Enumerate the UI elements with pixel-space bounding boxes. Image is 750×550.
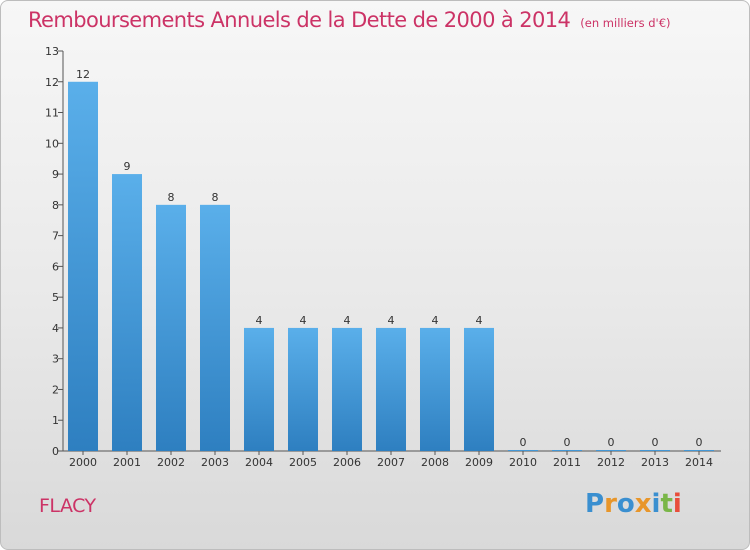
chart-title-text: Remboursements Annuels de la Dette de 20… — [28, 8, 571, 32]
data-label-2014: 0 — [696, 436, 703, 449]
y-tick-label: 1 — [52, 414, 59, 427]
data-label-2008: 4 — [432, 314, 439, 327]
y-tick-label: 6 — [52, 260, 59, 273]
data-label-2011: 0 — [564, 436, 571, 449]
y-tick-label: 3 — [52, 353, 59, 366]
data-label-2002: 8 — [168, 191, 175, 204]
bar-2005 — [288, 327, 318, 451]
bar-2006 — [332, 327, 362, 451]
x-tick-label-2012: 2012 — [597, 456, 625, 469]
data-label-2006: 4 — [344, 314, 351, 327]
bar-2001 — [112, 174, 142, 452]
y-tick-label: 5 — [52, 291, 59, 304]
logo-letter: t — [660, 489, 673, 519]
y-tick-label: 8 — [52, 199, 59, 212]
x-tick-label-2005: 2005 — [289, 456, 317, 469]
y-tick-label: 4 — [52, 322, 59, 335]
bar-2013 — [640, 450, 670, 451]
x-tick-label-2007: 2007 — [377, 456, 405, 469]
data-label-2000: 12 — [76, 68, 90, 81]
y-tick-label: 7 — [52, 230, 59, 243]
data-label-2009: 4 — [476, 314, 483, 327]
y-tick-label: 9 — [52, 168, 59, 181]
x-tick-label-2006: 2006 — [333, 456, 361, 469]
proxiti-logo: Proxiti — [585, 489, 682, 519]
x-tick-label-2011: 2011 — [553, 456, 581, 469]
bar-2011 — [552, 450, 582, 451]
data-label-2004: 4 — [256, 314, 263, 327]
logo-letter: i — [651, 489, 661, 519]
y-tick-label: 0 — [52, 445, 59, 458]
x-tick-label-2001: 2001 — [113, 456, 141, 469]
logo-letter: o — [616, 489, 635, 519]
y-tick-label: 13 — [45, 45, 59, 58]
y-tick-label: 2 — [52, 383, 59, 396]
logo-letter: r — [604, 489, 617, 519]
x-tick-label-2010: 2010 — [509, 456, 537, 469]
chart-title: Remboursements Annuels de la Dette de 20… — [28, 8, 671, 32]
bar-2003 — [200, 204, 230, 451]
x-tick-label-2013: 2013 — [641, 456, 669, 469]
bar-2008 — [420, 327, 450, 451]
bar-2010 — [508, 450, 538, 451]
logo-letter: x — [634, 489, 652, 519]
commune-name: FLACY — [39, 495, 96, 517]
y-tick-label: 12 — [45, 76, 59, 89]
x-tick-label-2009: 2009 — [465, 456, 493, 469]
bar-2014 — [684, 450, 714, 451]
data-label-2005: 4 — [300, 314, 307, 327]
data-label-2003: 8 — [212, 191, 219, 204]
y-tick-label: 11 — [45, 107, 59, 120]
y-tick-label: 10 — [45, 137, 59, 150]
logo-letter: P — [585, 489, 605, 519]
data-label-2001: 9 — [124, 160, 131, 173]
bar-2004 — [244, 327, 274, 451]
x-tick-label-2003: 2003 — [201, 456, 229, 469]
bar-2012 — [596, 450, 626, 451]
bars-group: 12 9 8 8 4 4 4 4 4 4 0 0 0 0 0 — [68, 68, 714, 452]
x-tick-label-2008: 2008 — [421, 456, 449, 469]
x-tick-label-2002: 2002 — [157, 456, 185, 469]
unit-note: (en milliers d'€) — [580, 16, 671, 30]
x-tick-label-2000: 2000 — [69, 456, 97, 469]
bar-2000 — [68, 81, 98, 452]
x-tick-label-2014: 2014 — [685, 456, 713, 469]
bar-2002 — [156, 204, 186, 451]
data-label-2007: 4 — [388, 314, 395, 327]
data-label-2012: 0 — [608, 436, 615, 449]
logo-letter: i — [672, 489, 682, 519]
bar-2009 — [464, 327, 494, 451]
x-tick-label-2004: 2004 — [245, 456, 273, 469]
data-label-2010: 0 — [520, 436, 527, 449]
data-label-2013: 0 — [652, 436, 659, 449]
bar-2007 — [376, 327, 406, 451]
